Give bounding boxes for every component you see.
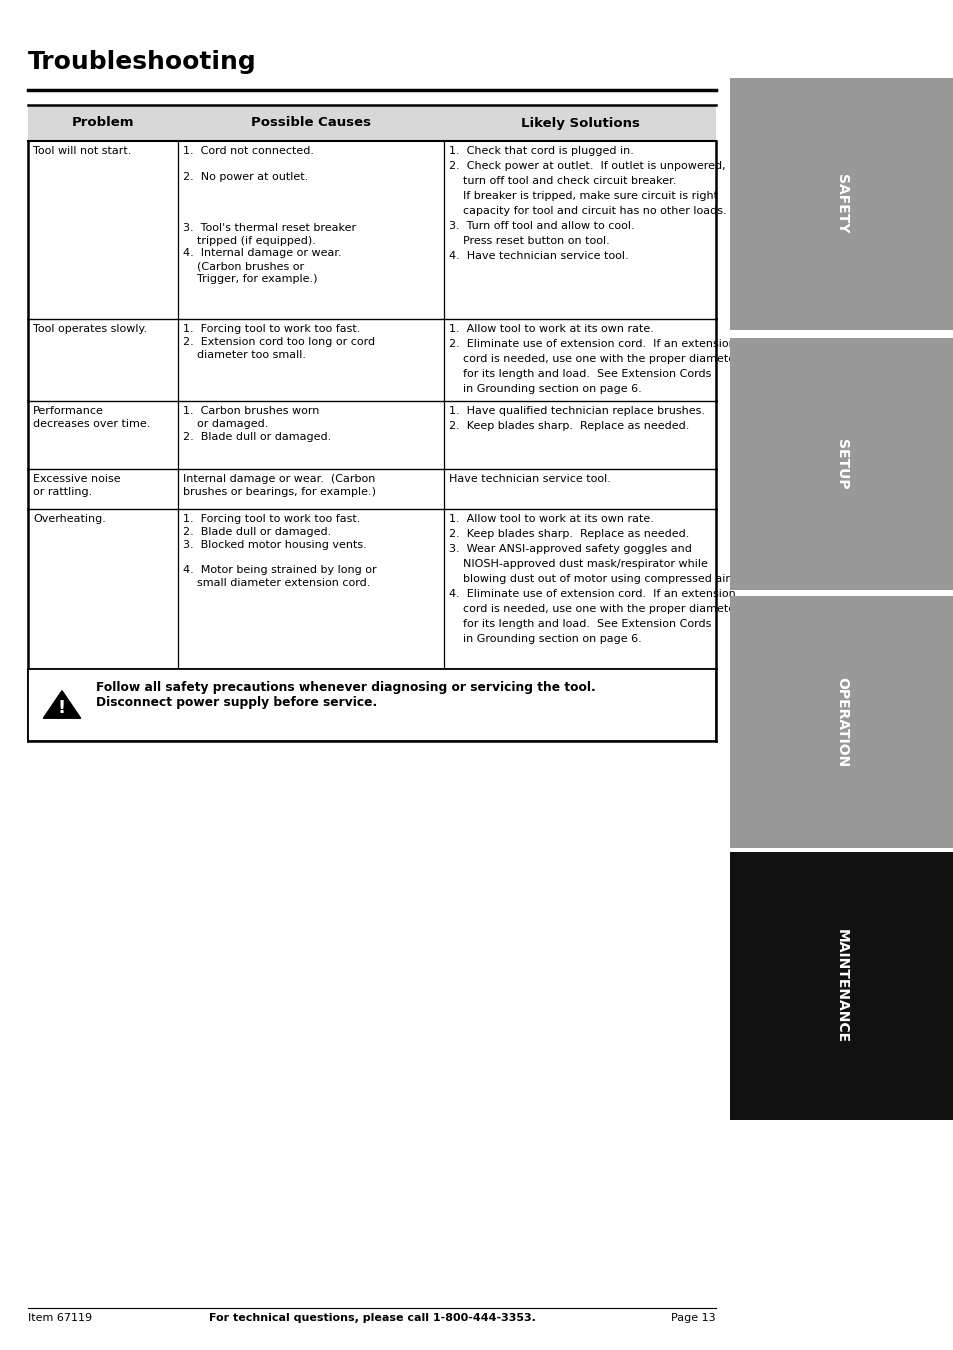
Text: for its length and load.  See Extension Cords: for its length and load. See Extension C…: [449, 620, 711, 629]
Text: Have technician service tool.: Have technician service tool.: [449, 474, 610, 485]
Text: MAINTENANCE: MAINTENANCE: [834, 929, 848, 1044]
Text: Performance
decreases over time.: Performance decreases over time.: [33, 406, 151, 429]
Text: 2.  Keep blades sharp.  Replace as needed.: 2. Keep blades sharp. Replace as needed.: [449, 421, 689, 431]
Text: Tool will not start.: Tool will not start.: [33, 146, 132, 157]
Text: Tool operates slowly.: Tool operates slowly.: [33, 324, 147, 333]
Text: 2.  Keep blades sharp.  Replace as needed.: 2. Keep blades sharp. Replace as needed.: [449, 529, 689, 539]
Text: Likely Solutions: Likely Solutions: [520, 116, 639, 130]
Text: Internal damage or wear.  (Carbon
brushes or bearings, for example.): Internal damage or wear. (Carbon brushes…: [183, 474, 375, 497]
Text: 2.  Check power at outlet.  If outlet is unpowered,: 2. Check power at outlet. If outlet is u…: [449, 161, 725, 171]
Text: 1.  Allow tool to work at its own rate.: 1. Allow tool to work at its own rate.: [449, 514, 653, 524]
Bar: [729, 595, 953, 848]
Text: cord is needed, use one with the proper diameter: cord is needed, use one with the proper …: [449, 354, 739, 364]
Text: If breaker is tripped, make sure circuit is right: If breaker is tripped, make sure circuit…: [449, 190, 718, 201]
Text: 1.  Cord not connected.

2.  No power at outlet.



3.  Tool's thermal reset bre: 1. Cord not connected. 2. No power at ou…: [183, 146, 355, 284]
Text: in Grounding section on page 6.: in Grounding section on page 6.: [449, 383, 641, 394]
Bar: [729, 852, 953, 1120]
Text: SAFETY: SAFETY: [834, 174, 848, 234]
Text: OPERATION: OPERATION: [834, 676, 848, 767]
Text: 4.  Eliminate use of extension cord.  If an extension: 4. Eliminate use of extension cord. If a…: [449, 589, 735, 599]
Text: 3.  Turn off tool and allow to cool.: 3. Turn off tool and allow to cool.: [449, 221, 634, 231]
Text: Troubleshooting: Troubleshooting: [28, 50, 256, 74]
Text: For technical questions, please call 1-800-444-3353.: For technical questions, please call 1-8…: [209, 1314, 535, 1323]
Text: Overheating.: Overheating.: [33, 514, 106, 524]
Text: blowing dust out of motor using compressed air.: blowing dust out of motor using compress…: [449, 574, 732, 585]
Text: in Grounding section on page 6.: in Grounding section on page 6.: [449, 634, 641, 644]
Text: SETUP: SETUP: [834, 439, 848, 489]
Text: turn off tool and check circuit breaker.: turn off tool and check circuit breaker.: [449, 176, 676, 186]
Polygon shape: [43, 691, 81, 718]
Text: 1.  Check that cord is plugged in.: 1. Check that cord is plugged in.: [449, 146, 633, 157]
Text: Excessive noise
or rattling.: Excessive noise or rattling.: [33, 474, 120, 497]
Bar: [28, 670, 716, 741]
Text: 3.  Wear ANSI-approved safety goggles and: 3. Wear ANSI-approved safety goggles and: [449, 544, 691, 554]
Bar: [729, 78, 953, 329]
Text: capacity for tool and circuit has no other loads.: capacity for tool and circuit has no oth…: [449, 207, 726, 216]
Text: Follow all safety precautions whenever diagnosing or servicing the tool.: Follow all safety precautions whenever d…: [96, 680, 595, 694]
Bar: [729, 338, 953, 590]
Text: Item 67119: Item 67119: [28, 1314, 92, 1323]
Text: 4.  Have technician service tool.: 4. Have technician service tool.: [449, 251, 628, 261]
Text: NIOSH-approved dust mask/respirator while: NIOSH-approved dust mask/respirator whil…: [449, 559, 707, 568]
Text: 1.  Have qualified technician replace brushes.: 1. Have qualified technician replace bru…: [449, 406, 704, 416]
Text: 1.  Forcing tool to work too fast.
2.  Extension cord too long or cord
    diame: 1. Forcing tool to work too fast. 2. Ext…: [183, 324, 375, 359]
Bar: [28, 105, 716, 140]
Text: 1.  Forcing tool to work too fast.
2.  Blade dull or damaged.
3.  Blocked motor : 1. Forcing tool to work too fast. 2. Bla…: [183, 514, 376, 589]
Text: Problem: Problem: [71, 116, 134, 130]
Text: 2.  Eliminate use of extension cord.  If an extension: 2. Eliminate use of extension cord. If a…: [449, 339, 735, 350]
Text: Disconnect power supply before service.: Disconnect power supply before service.: [96, 697, 376, 709]
Text: 1.  Allow tool to work at its own rate.: 1. Allow tool to work at its own rate.: [449, 324, 653, 333]
Text: cord is needed, use one with the proper diameter: cord is needed, use one with the proper …: [449, 603, 739, 614]
Text: for its length and load.  See Extension Cords: for its length and load. See Extension C…: [449, 369, 711, 379]
Text: 1.  Carbon brushes worn
    or damaged.
2.  Blade dull or damaged.: 1. Carbon brushes worn or damaged. 2. Bl…: [183, 406, 331, 441]
Text: Possible Causes: Possible Causes: [251, 116, 371, 130]
Text: !: !: [58, 699, 66, 717]
Text: Page 13: Page 13: [671, 1314, 716, 1323]
Text: Press reset button on tool.: Press reset button on tool.: [449, 236, 609, 246]
